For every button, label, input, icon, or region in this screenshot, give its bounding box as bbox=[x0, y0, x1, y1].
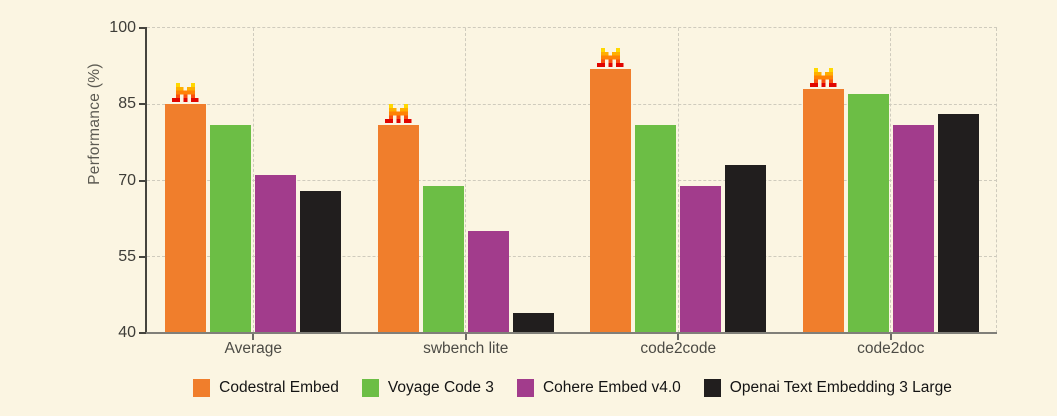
y-tick-label-100: 100 bbox=[109, 19, 136, 36]
legend-swatch bbox=[703, 379, 721, 397]
y-tick-label-55: 55 bbox=[118, 247, 136, 265]
x-tick-mark-3 bbox=[889, 334, 892, 340]
y-tick-mark-85 bbox=[139, 103, 146, 106]
y-tick-mark-40 bbox=[139, 332, 146, 334]
legend-item: Voyage Code 3 bbox=[361, 379, 494, 397]
gridline-h-100 bbox=[147, 27, 997, 29]
gridline-h-70 bbox=[147, 179, 997, 181]
bar bbox=[467, 231, 509, 332]
bar bbox=[937, 114, 979, 332]
bar bbox=[725, 165, 767, 332]
gridline-v-right-edge bbox=[995, 28, 997, 333]
bar bbox=[255, 175, 297, 332]
bar bbox=[802, 89, 844, 332]
x-tick-label: code2doc bbox=[857, 340, 925, 357]
x-axis-line bbox=[145, 332, 997, 334]
gridline-v-2 bbox=[677, 28, 679, 333]
bar bbox=[377, 124, 419, 332]
bar bbox=[165, 104, 207, 332]
gridline-v-3 bbox=[890, 28, 891, 333]
bar bbox=[680, 185, 722, 332]
bar bbox=[847, 94, 889, 332]
y-axis-title-text: Performance (%) bbox=[86, 63, 103, 185]
mistral-logo-icon bbox=[809, 68, 837, 88]
gridline-v-0 bbox=[252, 28, 254, 333]
x-tick-mark-0 bbox=[252, 334, 255, 340]
y-tick-mark-70 bbox=[139, 179, 146, 182]
legend-swatch bbox=[516, 379, 534, 397]
legend-label: Cohere Embed v4.0 bbox=[542, 379, 681, 396]
y-tick-label-70: 70 bbox=[118, 171, 136, 189]
legend-item: Cohere Embed v4.0 bbox=[516, 379, 681, 397]
legend-label: Voyage Code 3 bbox=[387, 379, 494, 396]
x-tick-label: code2code bbox=[640, 340, 717, 357]
bar bbox=[210, 124, 252, 332]
legend-label: Codestral Embed bbox=[219, 379, 339, 396]
y-axis-line bbox=[145, 27, 147, 334]
mistral-logo-icon bbox=[172, 83, 200, 103]
gridline-h-85 bbox=[147, 103, 997, 105]
legend: Codestral Embed Voyage Code 3 Cohere Embed… bbox=[0, 379, 1057, 397]
legend-item: Codestral Embed bbox=[193, 379, 339, 397]
bar bbox=[512, 312, 554, 332]
bar bbox=[590, 68, 632, 332]
plot-area bbox=[147, 27, 997, 333]
legend-item: Openai Text Embedding 3 Large bbox=[703, 379, 952, 397]
gridline-v-1 bbox=[465, 28, 466, 333]
x-tick-label: swbench lite bbox=[423, 340, 509, 357]
y-tick-label-85: 85 bbox=[118, 95, 136, 113]
x-tick-mark-1 bbox=[464, 334, 467, 340]
y-tick-mark-100 bbox=[139, 27, 146, 29]
mistral-logo-icon bbox=[597, 47, 625, 67]
bar bbox=[635, 124, 677, 332]
bar bbox=[300, 190, 342, 332]
legend-swatch bbox=[361, 379, 379, 397]
bar bbox=[892, 124, 934, 332]
x-tick-mark-2 bbox=[677, 334, 680, 340]
y-tick-mark-55 bbox=[139, 255, 146, 258]
y-tick-label-40: 40 bbox=[118, 324, 136, 341]
gridline-h-55 bbox=[147, 256, 997, 257]
mistral-logo-icon bbox=[384, 103, 412, 123]
bar bbox=[422, 185, 464, 332]
legend-swatch bbox=[193, 379, 211, 397]
legend-label: Openai Text Embedding 3 Large bbox=[729, 379, 952, 396]
x-tick-label: Average bbox=[224, 340, 282, 357]
